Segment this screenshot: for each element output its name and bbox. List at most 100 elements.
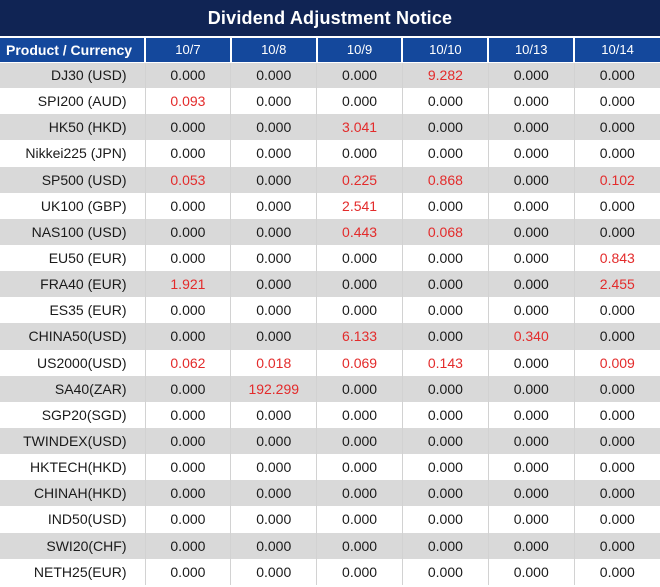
value-cell: 0.143 [401,349,489,376]
value-cell: 0.000 [487,218,575,245]
value-cell: 0.000 [316,480,403,507]
value-cell: 0.000 [401,88,489,115]
value-cell: 0.000 [487,558,575,585]
table-row: DJ30 (USD) 0.000 0.000 0.000 9.282 0.000 0.00… [0,62,660,89]
table-header: Product / Currency 10/7 10/8 10/9 10/10 … [0,38,660,63]
value-cell: 0.000 [230,244,317,272]
value-cell: 0.000 [487,375,575,402]
value-cell: 9.282 [401,62,489,89]
value-cell: 0.000 [487,532,575,559]
value-cell: 0.000 [573,454,660,481]
value-cell: 0.009 [573,349,660,376]
table-row: CHINAH(HKD) 0.000 0.000 0.000 0.000 0.000 0.0… [0,480,660,507]
value-cell: 0.000 [573,480,660,507]
table-body: DJ30 (USD) 0.000 0.000 0.000 9.282 0.000 0.00… [0,62,660,585]
value-cell: 2.541 [316,192,403,219]
value-cell: 0.000 [230,114,317,141]
value-cell: 0.000 [401,323,489,350]
value-cell: 0.000 [230,480,317,507]
value-cell: 0.000 [401,244,489,272]
value-cell: 0.069 [316,349,403,376]
value-cell: 0.000 [401,140,489,167]
value-cell: 1.921 [144,271,231,298]
value-cell: 0.000 [401,114,489,141]
table-row: IND50(USD) 0.000 0.000 0.000 0.000 0.000 0.00… [0,506,660,533]
table-row: Nikkei225 (JPN) 0.000 0.000 0.000 0.000 0.00… [0,140,660,167]
value-cell: 0.000 [316,454,403,481]
value-cell: 0.000 [316,244,403,272]
value-cell: 0.000 [487,62,575,89]
product-cell: NETH25(EUR) [33,563,127,580]
product-cell: DJ30 (USD) [51,67,127,84]
value-cell: 192.299 [230,375,317,402]
value-cell: 0.000 [144,506,231,533]
value-cell: 0.000 [487,114,575,141]
value-cell: 0.000 [230,454,317,481]
table-row: SPI200 (AUD) 0.093 0.000 0.000 0.000 0.000 0.… [0,88,660,115]
value-cell: 0.000 [316,271,403,298]
product-cell: CHINAH(HKD) [33,485,127,502]
value-cell: 0.000 [316,297,403,324]
value-cell: 0.068 [401,218,489,245]
table-row: SWI20(CHF) 0.000 0.000 0.000 0.000 0.000 0.00… [0,532,660,559]
column-header-product-currency: Product / Currency [0,38,145,63]
value-cell: 0.000 [573,192,660,219]
value-cell: 0.000 [316,375,403,402]
value-cell: 0.000 [230,271,317,298]
value-cell: 0.000 [401,401,489,428]
value-cell: 0.000 [144,218,231,245]
value-cell: 0.000 [316,140,403,167]
value-cell: 0.000 [573,532,660,559]
value-cell: 0.000 [573,558,660,585]
product-cell: SP500 (USD) [41,171,127,188]
value-cell: 0.000 [230,218,317,245]
table-row: SP500 (USD) 0.053 0.000 0.225 0.868 0.000 0.1… [0,166,660,193]
table-row: TWINDEX(USD) 0.000 0.000 0.000 0.000 0.000 0.… [0,427,660,455]
value-cell: 0.000 [230,323,317,350]
table-row: EU50 (EUR) 0.000 0.000 0.000 0.000 0.000 0.84… [0,244,660,272]
value-cell: 0.000 [487,271,575,298]
dividend-table: Product / Currency 10/7 10/8 10/9 10/10 … [0,38,660,585]
value-cell: 0.000 [401,192,489,219]
product-cell: UK100 (GBP) [40,197,127,214]
value-cell: 0.000 [401,558,489,585]
value-cell: 0.000 [487,454,575,481]
value-cell: 0.000 [573,88,660,115]
product-cell: SA40(ZAR) [54,380,127,397]
value-cell: 0.000 [401,532,489,559]
table-row: NETH25(EUR) 0.000 0.000 0.000 0.000 0.000 0.0… [0,558,660,585]
value-cell: 0.000 [487,297,575,324]
table-row: UK100 (GBP) 0.000 0.000 2.541 0.000 0.000 0.0… [0,192,660,219]
table-row: ES35 (EUR) 0.000 0.000 0.000 0.000 0.000 0.00… [0,297,660,324]
table-row: SA40(ZAR) 0.000 192.299 0.000 0.000 0.000 0.0… [0,375,660,402]
value-cell: 0.000 [487,88,575,115]
value-cell: 0.018 [230,349,317,376]
value-cell: 0.000 [230,88,317,115]
product-cell: ES35 (EUR) [49,302,127,319]
value-cell: 0.000 [144,192,231,219]
value-cell: 0.225 [316,166,403,193]
table-row: NAS100 (USD) 0.000 0.000 0.443 0.068 0.000 0.… [0,218,660,245]
value-cell: 0.000 [316,401,403,428]
value-cell: 0.000 [144,62,231,89]
value-cell: 0.000 [487,192,575,219]
product-cell: IND50(USD) [47,511,127,528]
value-cell: 0.000 [230,166,317,193]
value-cell: 0.000 [230,558,317,585]
value-cell: 0.062 [144,349,231,376]
value-cell: 0.000 [144,114,231,141]
product-cell: CHINA50(USD) [28,328,127,345]
table-row: US2000(USD) 0.062 0.018 0.069 0.143 0.000 0.0… [0,349,660,376]
column-header-date-5: 10/13 [487,38,575,63]
value-cell: 6.133 [316,323,403,350]
value-cell: 0.000 [144,375,231,402]
value-cell: 0.000 [573,375,660,402]
value-cell: 0.000 [487,506,575,533]
value-cell: 0.000 [144,323,231,350]
product-cell: US2000(USD) [37,354,127,371]
value-cell: 0.000 [401,375,489,402]
value-cell: 0.000 [401,506,489,533]
value-cell: 0.000 [230,532,317,559]
value-cell: 0.000 [144,140,231,167]
value-cell: 0.000 [144,297,231,324]
